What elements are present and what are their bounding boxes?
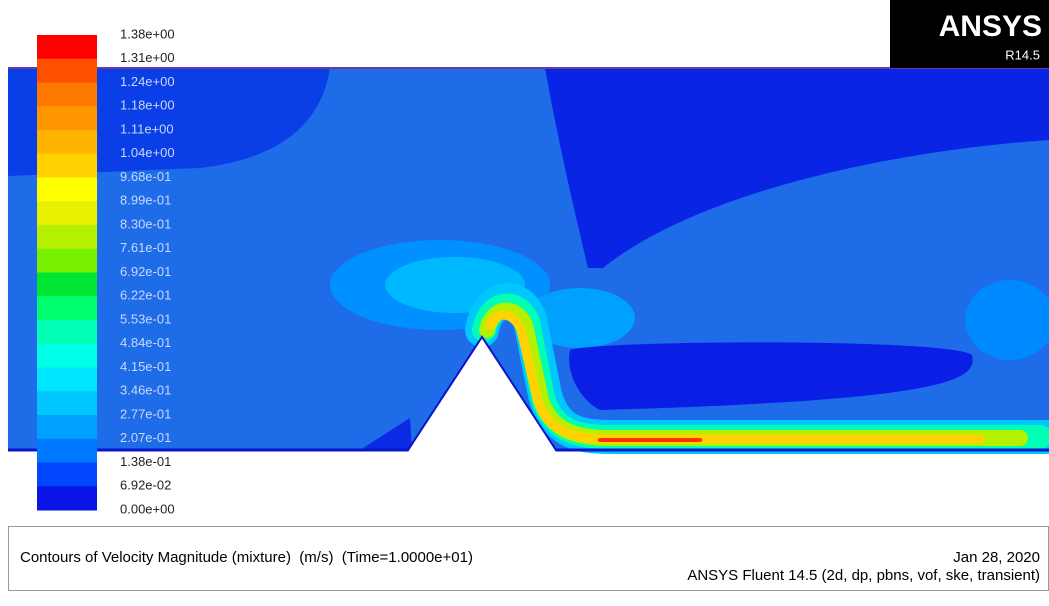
colorbar-label: 9.68e-01 [120, 169, 171, 184]
obstacle [408, 337, 556, 452]
jet-band [485, 310, 985, 444]
jet [465, 283, 1049, 454]
colorbar-label: 0.00e+00 [120, 501, 175, 516]
color-band [37, 391, 97, 416]
colorbar-label: 1.24e+00 [120, 74, 175, 89]
obstacle-wall [407, 335, 557, 451]
color-band [37, 367, 97, 392]
color-band [37, 35, 97, 60]
color-band [37, 177, 97, 202]
colorbar-label: 4.84e-01 [120, 335, 171, 350]
color-band [37, 248, 97, 273]
colorbar-label: 1.11e+00 [120, 121, 174, 136]
colorbar-label: 1.04e+00 [120, 145, 175, 160]
footer-solver: ANSYS Fluent 14.5 (2d, dp, pbns, vof, sk… [687, 567, 1040, 584]
color-band [37, 296, 97, 321]
colorbar-label: 4.15e-01 [120, 359, 171, 374]
color-band [37, 438, 97, 463]
color-band [37, 130, 97, 155]
logo-brand: ANSYS [939, 10, 1042, 43]
contour-band [965, 280, 1049, 360]
logo-box [890, 0, 1049, 68]
colorbar-label: 1.18e+00 [120, 98, 175, 113]
color-band [37, 272, 97, 297]
color-band [37, 225, 97, 250]
contour-band [525, 288, 635, 348]
color-band [37, 415, 97, 440]
color-band [37, 486, 97, 511]
colorbar: 1.38e+00 1.31e+00 1.24e+00 1.18e+00 1.11e+00… [37, 26, 175, 516]
color-band [37, 462, 97, 487]
colorbar-label: 7.61e-01 [120, 240, 171, 255]
color-band [37, 82, 97, 107]
low-velocity-region [569, 342, 973, 410]
footer-date: Jan 28, 2020 [953, 549, 1040, 566]
contour-field [8, 67, 1049, 454]
low-velocity-region [545, 68, 1049, 268]
color-band [37, 106, 97, 131]
footer-title: Contours of Velocity Magnitude (mixture)… [20, 549, 473, 566]
colorbar-label: 2.07e-01 [120, 430, 171, 445]
color-band [37, 343, 97, 368]
colorbar-label: 1.38e-01 [120, 454, 171, 469]
low-velocity-region [360, 418, 412, 450]
colorbar-label: 8.30e-01 [120, 216, 171, 231]
colorbar-label: 6.22e-01 [120, 288, 171, 303]
color-band [37, 58, 97, 83]
color-band [37, 320, 97, 345]
colorbar-label: 8.99e-01 [120, 193, 171, 208]
colorbar-label: 2.77e-01 [120, 406, 171, 421]
colorbar-label: 1.38e+00 [120, 26, 175, 41]
colorbar-label: 1.31e+00 [120, 50, 175, 65]
colorbar-label: 6.92e-01 [120, 264, 171, 279]
colorbar-label: 5.53e-01 [120, 311, 171, 326]
footer-box [8, 526, 1049, 591]
color-band [37, 153, 97, 178]
colorbar-label: 3.46e-01 [120, 383, 171, 398]
color-band [37, 201, 97, 226]
colorbar-label: 6.92e-02 [120, 478, 171, 493]
logo-release: R14.5 [1005, 47, 1040, 62]
